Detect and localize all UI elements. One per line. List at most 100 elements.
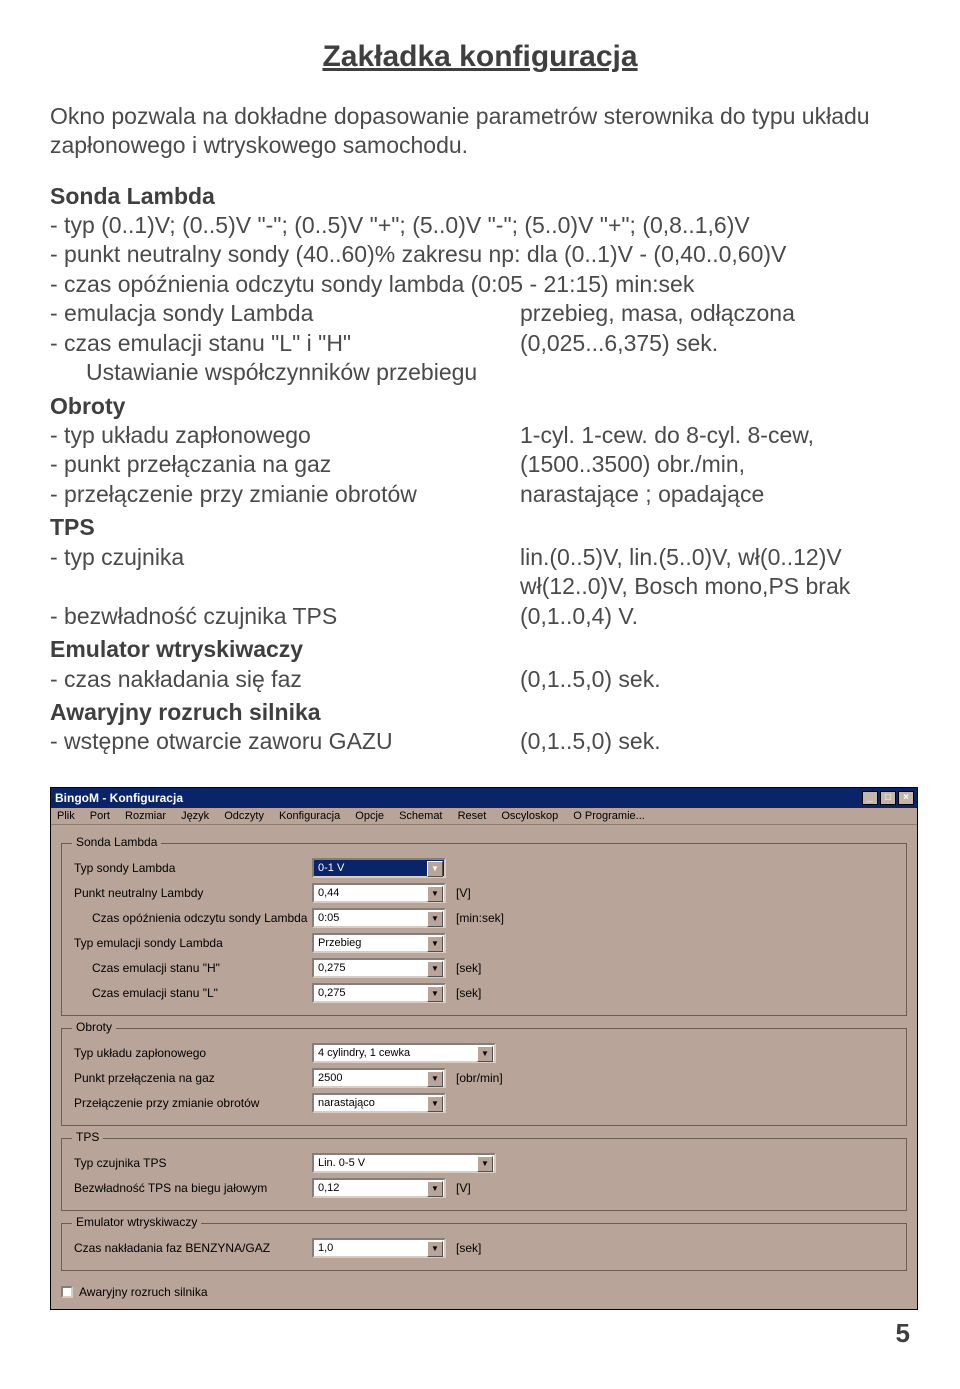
tps-r2-r: (0,1..0,4) V.	[520, 602, 910, 631]
config-row: Typ emulacji sondy LambdaPrzebieg▼	[74, 932, 896, 954]
menu-oprogramie[interactable]: O Programie...	[573, 810, 645, 822]
menu-opcje[interactable]: Opcje	[355, 810, 384, 822]
page-title: Zakładka konfiguracja	[50, 40, 910, 74]
chevron-down-icon[interactable]: ▼	[427, 986, 443, 1002]
config-row: Typ sondy Lambda0-1 V▼	[74, 857, 896, 879]
combo-value: 0,44	[318, 887, 339, 899]
section-tps-head: TPS	[50, 513, 910, 542]
checkbox-awaryjny[interactable]: Awaryjny rozruch silnika	[61, 1285, 907, 1299]
maximize-button[interactable]: □	[880, 791, 896, 805]
sonda-r1: - typ (0..1)V; (0..5)V "-"; (0..5)V "+";…	[50, 211, 910, 240]
config-window: BingoM - Konfiguracja _ □ × Plik Port Ro…	[50, 787, 918, 1310]
emul-r1-r: (0,1..5,0) sek.	[520, 665, 910, 694]
section-awar-head: Awaryjny rozruch silnika	[50, 698, 910, 727]
parameter-description: Sonda Lambda - typ (0..1)V; (0..5)V "-";…	[50, 182, 910, 757]
window-title: BingoM - Konfiguracja	[55, 791, 183, 805]
menu-reset[interactable]: Reset	[458, 810, 487, 822]
chevron-down-icon[interactable]: ▼	[427, 1181, 443, 1197]
window-titlebar: BingoM - Konfiguracja _ □ ×	[51, 788, 917, 808]
chevron-down-icon[interactable]: ▼	[427, 1241, 443, 1257]
config-unit: [min:sek]	[456, 911, 504, 925]
sonda-r5-r: (0,025...6,375) sek.	[520, 329, 910, 358]
menu-jezyk[interactable]: Język	[181, 810, 209, 822]
chevron-down-icon[interactable]: ▼	[427, 911, 443, 927]
config-combo[interactable]: 0,275 ▼	[312, 983, 446, 1003]
menu-oscyloskop[interactable]: Oscyloskop	[501, 810, 558, 822]
combo-value: narastająco	[318, 1097, 375, 1109]
config-label: Czas opóźnienia odczytu sondy Lambda	[74, 911, 312, 925]
menu-konfiguracja[interactable]: Konfiguracja	[279, 810, 340, 822]
menu-odczyty[interactable]: Odczyty	[224, 810, 264, 822]
group-tps: TPS Typ czujnika TPSLin. 0-5 V▼Bezwładno…	[61, 1138, 907, 1211]
config-label: Przełączenie przy zmianie obrotów	[74, 1096, 312, 1110]
config-row: Typ układu zapłonowego4 cylindry, 1 cewk…	[74, 1042, 896, 1064]
minimize-button[interactable]: _	[862, 791, 878, 805]
group-sonda-title: Sonda Lambda	[72, 835, 161, 849]
sonda-r5-l: - czas emulacji stanu "L" i "H"	[50, 329, 520, 358]
menu-schemat[interactable]: Schemat	[399, 810, 442, 822]
chevron-down-icon[interactable]: ▼	[477, 1046, 493, 1062]
chevron-down-icon[interactable]: ▼	[427, 1096, 443, 1112]
config-row: Czas emulacji stanu "H"0,275▼[sek]	[74, 957, 896, 979]
group-emul-title: Emulator wtryskiwaczy	[72, 1215, 201, 1229]
sonda-r3: - czas opóźnienia odczytu sondy lambda (…	[50, 270, 910, 299]
config-combo[interactable]: Przebieg▼	[312, 933, 446, 953]
tps-r1b-r: wł(12..0)V, Bosch mono,PS brak	[520, 572, 910, 601]
config-combo[interactable]: 0,275 ▼	[312, 958, 446, 978]
obroty-r1-l: - typ układu zapłonowego	[50, 421, 520, 450]
config-combo[interactable]: 0-1 V▼	[312, 858, 446, 878]
tps-r2-l: - bezwładność czujnika TPS	[50, 602, 520, 631]
config-row: Czas opóźnienia odczytu sondy Lambda0:05…	[74, 907, 896, 929]
config-combo[interactable]: 1,0▼	[312, 1238, 446, 1258]
combo-value: 0,275	[318, 962, 346, 974]
config-row: Punkt przełączenia na gaz2500▼[obr/min]	[74, 1067, 896, 1089]
config-row: Punkt neutralny Lambdy0,44▼[V]	[74, 882, 896, 904]
menubar: Plik Port Rozmiar Język Odczyty Konfigur…	[51, 808, 917, 825]
intro-text: Okno pozwala na dokładne dopasowanie par…	[50, 102, 910, 160]
config-row: Czas emulacji stanu "L" 0,275 ▼ [sek]	[74, 982, 896, 1004]
chevron-down-icon[interactable]: ▼	[427, 861, 443, 877]
menu-port[interactable]: Port	[90, 810, 110, 822]
tps-r1-r: lin.(0..5)V, lin.(5..0)V, wł(0..12)V	[520, 543, 910, 572]
config-unit: [sek]	[456, 961, 481, 975]
menu-plik[interactable]: Plik	[57, 810, 75, 822]
obroty-r1-r: 1-cyl. 1-cew. do 8-cyl. 8-cew,	[520, 421, 910, 450]
checkbox-label: Awaryjny rozruch silnika	[79, 1285, 208, 1299]
combo-value: Lin. 0-5 V	[318, 1157, 365, 1169]
config-label: Typ układu zapłonowego	[74, 1046, 312, 1060]
checkbox-icon[interactable]	[61, 1286, 73, 1298]
config-combo[interactable]: 2500▼	[312, 1068, 446, 1088]
config-combo[interactable]: 4 cylindry, 1 cewka▼	[312, 1043, 496, 1063]
combo-value: 0,12	[318, 1182, 339, 1194]
close-button[interactable]: ×	[898, 791, 914, 805]
config-row: Typ czujnika TPS Lin. 0-5 V ▼	[74, 1152, 896, 1174]
chevron-down-icon[interactable]: ▼	[427, 886, 443, 902]
config-combo[interactable]: narastająco ▼	[312, 1093, 446, 1113]
config-row: Bezwładność TPS na biegu jałowym 0,12 ▼ [V]	[74, 1177, 896, 1199]
sonda-r4-l: - emulacja sondy Lambda	[50, 299, 520, 328]
config-combo[interactable]: 0,44 ▼	[312, 883, 446, 903]
config-unit: [V]	[456, 1181, 471, 1195]
config-label: Bezwładność TPS na biegu jałowym	[74, 1181, 312, 1195]
group-emul: Emulator wtryskiwaczy Czas nakładania fa…	[61, 1223, 907, 1271]
config-combo[interactable]: 0,12 ▼	[312, 1178, 446, 1198]
tps-r1b-l	[50, 572, 520, 601]
config-label: Czas emulacji stanu "L"	[74, 986, 312, 1000]
chevron-down-icon[interactable]: ▼	[427, 1071, 443, 1087]
config-combo[interactable]: 0:05▼	[312, 908, 446, 928]
config-unit: [V]	[456, 886, 471, 900]
config-unit: [sek]	[456, 986, 481, 1000]
group-tps-title: TPS	[72, 1130, 103, 1144]
config-unit: [obr/min]	[456, 1071, 503, 1085]
combo-value: 0,275	[318, 987, 346, 999]
menu-rozmiar[interactable]: Rozmiar	[125, 810, 166, 822]
group-obroty-title: Obroty	[72, 1020, 116, 1034]
chevron-down-icon[interactable]: ▼	[477, 1156, 493, 1172]
awar-r1-r: (0,1..5,0) sek.	[520, 727, 910, 756]
config-combo[interactable]: Lin. 0-5 V ▼	[312, 1153, 496, 1173]
group-obroty: Obroty Typ układu zapłonowego4 cylindry,…	[61, 1028, 907, 1126]
chevron-down-icon[interactable]: ▼	[427, 936, 443, 952]
config-label: Typ czujnika TPS	[74, 1156, 312, 1170]
chevron-down-icon[interactable]: ▼	[427, 961, 443, 977]
obroty-r3-r: narastające ; opadające	[520, 480, 910, 509]
